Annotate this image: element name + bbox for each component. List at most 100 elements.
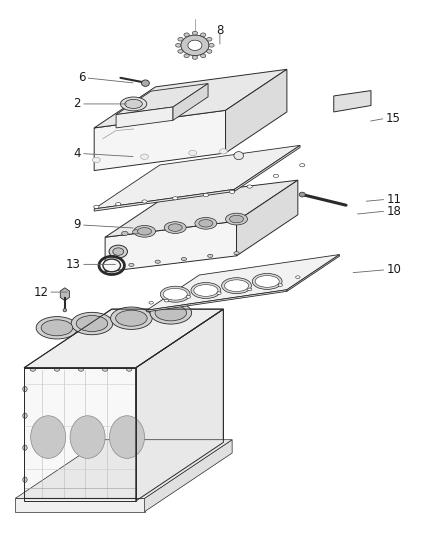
Ellipse shape (23, 477, 27, 482)
Ellipse shape (247, 288, 252, 291)
Ellipse shape (163, 288, 187, 300)
Polygon shape (145, 440, 232, 512)
Ellipse shape (160, 286, 190, 302)
Ellipse shape (54, 368, 60, 371)
Polygon shape (116, 84, 208, 115)
Ellipse shape (71, 312, 113, 335)
Ellipse shape (247, 185, 252, 188)
Ellipse shape (189, 150, 197, 156)
Polygon shape (147, 255, 339, 310)
Text: 12: 12 (33, 286, 48, 298)
Ellipse shape (184, 33, 189, 37)
Ellipse shape (234, 252, 239, 255)
Ellipse shape (207, 50, 212, 53)
Ellipse shape (121, 231, 128, 236)
Polygon shape (24, 309, 223, 368)
Polygon shape (15, 440, 232, 498)
Polygon shape (94, 110, 226, 171)
Ellipse shape (195, 217, 217, 229)
Ellipse shape (209, 44, 214, 47)
Polygon shape (173, 84, 208, 120)
Ellipse shape (299, 192, 305, 197)
Ellipse shape (191, 282, 221, 298)
Ellipse shape (201, 54, 206, 58)
Text: 4: 4 (74, 147, 81, 160)
Ellipse shape (176, 44, 181, 47)
Ellipse shape (219, 149, 227, 154)
Polygon shape (188, 40, 202, 51)
Ellipse shape (207, 37, 212, 41)
Polygon shape (234, 146, 300, 191)
Polygon shape (105, 180, 298, 237)
Text: 15: 15 (385, 112, 400, 125)
Ellipse shape (142, 200, 147, 203)
Polygon shape (334, 91, 371, 112)
Ellipse shape (23, 413, 27, 418)
Ellipse shape (23, 445, 27, 450)
Ellipse shape (149, 302, 153, 304)
Ellipse shape (164, 222, 186, 233)
Ellipse shape (208, 254, 213, 257)
Ellipse shape (278, 284, 283, 287)
Polygon shape (136, 309, 223, 501)
Ellipse shape (70, 416, 105, 458)
Ellipse shape (192, 55, 198, 59)
Ellipse shape (252, 273, 282, 289)
Text: 9: 9 (74, 219, 81, 231)
Ellipse shape (178, 37, 183, 41)
Ellipse shape (230, 190, 235, 193)
Ellipse shape (181, 257, 187, 261)
Ellipse shape (141, 80, 149, 86)
Ellipse shape (129, 263, 134, 266)
Ellipse shape (134, 225, 155, 237)
Polygon shape (116, 107, 173, 128)
Ellipse shape (186, 295, 191, 298)
Ellipse shape (150, 302, 192, 324)
Ellipse shape (94, 205, 99, 208)
Text: 11: 11 (386, 193, 401, 206)
Text: 13: 13 (66, 258, 81, 271)
Polygon shape (181, 35, 209, 55)
Polygon shape (237, 180, 298, 256)
Ellipse shape (31, 416, 66, 458)
Ellipse shape (141, 154, 148, 159)
Ellipse shape (296, 276, 300, 278)
Ellipse shape (30, 368, 35, 371)
Ellipse shape (199, 220, 213, 227)
Polygon shape (147, 290, 287, 312)
Ellipse shape (300, 164, 305, 167)
Ellipse shape (155, 260, 160, 263)
Ellipse shape (127, 368, 132, 371)
Polygon shape (226, 69, 287, 153)
Polygon shape (94, 69, 287, 128)
Text: 10: 10 (386, 263, 401, 276)
Ellipse shape (184, 54, 189, 58)
Ellipse shape (116, 203, 121, 206)
Ellipse shape (222, 278, 251, 294)
Ellipse shape (155, 305, 187, 321)
Ellipse shape (225, 280, 249, 292)
Ellipse shape (36, 317, 78, 339)
Ellipse shape (110, 416, 145, 458)
Polygon shape (60, 288, 69, 301)
Ellipse shape (192, 31, 198, 35)
Ellipse shape (226, 213, 247, 225)
Ellipse shape (116, 310, 147, 326)
Ellipse shape (234, 151, 244, 160)
Polygon shape (287, 255, 339, 292)
Ellipse shape (109, 245, 127, 258)
Ellipse shape (164, 300, 169, 302)
Ellipse shape (125, 99, 142, 109)
Ellipse shape (194, 285, 218, 296)
Ellipse shape (132, 230, 139, 234)
Ellipse shape (217, 292, 221, 294)
Ellipse shape (230, 215, 244, 223)
Ellipse shape (110, 307, 152, 329)
Polygon shape (94, 146, 300, 209)
Ellipse shape (105, 266, 110, 269)
Ellipse shape (23, 386, 27, 392)
Polygon shape (15, 498, 145, 512)
Ellipse shape (273, 174, 279, 177)
Text: 8: 8 (216, 25, 223, 37)
Ellipse shape (138, 228, 152, 235)
